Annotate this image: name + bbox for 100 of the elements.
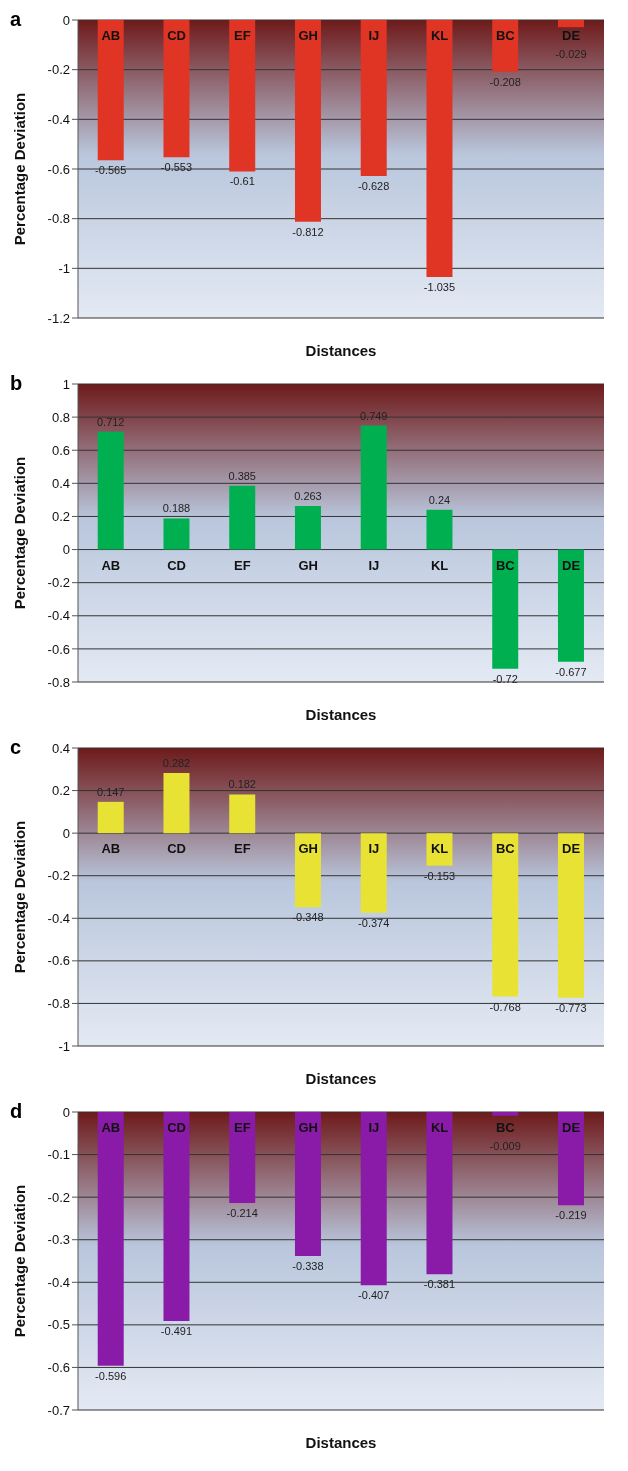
bar (492, 549, 519, 669)
data-label: -0.677 (555, 665, 587, 678)
y-tick-label: 0.6 (51, 442, 70, 458)
data-label: -0.596 (95, 1369, 127, 1382)
x-axis-title: Distances (305, 1070, 377, 1087)
data-label: -0.407 (358, 1289, 390, 1302)
data-label: -0.374 (358, 916, 390, 929)
x-tick-label: AB (101, 28, 121, 43)
data-label: -0.812 (292, 225, 324, 238)
y-tick-label: -0.8 (47, 996, 70, 1012)
y-tick-label: -0.5 (47, 1317, 70, 1333)
x-tick-label: BC (495, 557, 516, 573)
x-tick-label: IJ (368, 557, 380, 573)
y-axis-title: Percentage Deviation (11, 92, 29, 246)
data-label: -0.338 (292, 1259, 324, 1272)
data-label: 0.24 (428, 493, 451, 506)
data-label: 0.282 (162, 757, 191, 770)
y-tick-label: 0 (62, 825, 70, 841)
data-label: -0.773 (555, 1001, 587, 1014)
data-label: -0.61 (229, 175, 255, 188)
data-label: 0.749 (359, 409, 388, 422)
bar (163, 773, 190, 834)
y-tick-label: 0.4 (51, 740, 70, 756)
bar (360, 833, 387, 913)
chart-title: b (10, 372, 23, 395)
y-tick-label: -0.6 (47, 161, 70, 177)
bar (557, 833, 584, 998)
bar (426, 509, 453, 550)
data-label: -0.214 (226, 1207, 258, 1220)
bar (163, 518, 190, 550)
x-tick-label: BC (495, 28, 516, 43)
data-label: -0.029 (555, 48, 587, 60)
chart-title: c (10, 736, 22, 759)
x-tick-label: GH (298, 28, 318, 43)
bar (97, 431, 124, 550)
bar (294, 833, 321, 908)
data-label: 0.385 (228, 469, 256, 482)
x-tick-label: CD (167, 557, 187, 573)
y-tick-label: -0.1 (47, 1147, 70, 1163)
y-tick-label: -0.2 (47, 868, 70, 884)
x-tick-label: KL (430, 28, 449, 43)
y-tick-label: 0.8 (51, 409, 70, 425)
data-label: -0.628 (358, 179, 390, 192)
x-tick-label: KL (430, 557, 449, 573)
y-tick-label: 1 (62, 376, 70, 392)
data-label: -0.553 (160, 161, 193, 174)
y-tick-label: 0 (62, 12, 70, 28)
bar (294, 506, 321, 550)
x-tick-label: CD (167, 841, 187, 857)
y-tick-label: -1 (58, 260, 70, 276)
bar (426, 833, 453, 866)
y-tick-label: -0.2 (47, 1189, 70, 1205)
data-label: -0.208 (489, 75, 521, 88)
x-axis-title: Distances (305, 706, 377, 723)
x-tick-label: AB (101, 841, 121, 857)
y-tick-label: 0.4 (51, 475, 70, 491)
y-tick-label: -0.6 (47, 953, 70, 969)
x-tick-label: CD (167, 1120, 187, 1135)
x-tick-label: AB (101, 1120, 121, 1135)
bar (97, 801, 124, 834)
bar (492, 833, 519, 997)
y-tick-label: -0.8 (47, 211, 70, 227)
data-label: 0.182 (228, 778, 256, 791)
y-tick-label: -1.2 (47, 310, 70, 326)
data-label: -0.72 (492, 672, 518, 685)
data-label: -1.035 (423, 281, 456, 294)
x-tick-label: DE (562, 841, 581, 857)
x-tick-label: CD (167, 28, 187, 43)
x-tick-label: KL (430, 1120, 449, 1135)
x-tick-label: EF (234, 1120, 251, 1135)
x-tick-label: EF (234, 557, 251, 573)
y-axis-title: Percentage Deviation (11, 1184, 29, 1338)
x-axis-title: Distances (305, 342, 377, 359)
x-tick-label: EF (234, 841, 251, 857)
y-tick-label: -0.6 (47, 1360, 70, 1376)
y-axis-title: Percentage Deviation (11, 820, 29, 974)
data-label: 0.263 (294, 490, 322, 503)
x-tick-label: IJ (368, 28, 380, 43)
y-tick-label: -0.4 (47, 910, 70, 926)
y-tick-label: -0.2 (47, 575, 70, 591)
data-label: 0.712 (96, 415, 125, 428)
y-tick-label: -0.6 (47, 641, 70, 657)
data-label: -0.009 (489, 1140, 521, 1152)
y-tick-label: -0.4 (47, 1274, 70, 1290)
data-label: -0.219 (555, 1209, 587, 1222)
x-tick-label: GH (298, 841, 318, 857)
x-tick-label: BC (495, 1120, 516, 1135)
x-tick-label: GH (298, 557, 318, 573)
chart-title: a (10, 8, 22, 31)
y-tick-label: -0.8 (47, 674, 70, 690)
bar (229, 485, 256, 550)
y-tick-label: -0.2 (47, 62, 70, 78)
data-label: -0.768 (489, 1000, 521, 1013)
y-tick-label: 0.2 (51, 783, 70, 799)
x-tick-label: DE (562, 1120, 581, 1135)
bar (360, 425, 387, 550)
y-tick-label: -0.3 (47, 1232, 70, 1248)
y-tick-label: -0.4 (47, 111, 70, 127)
x-tick-label: BC (495, 841, 516, 857)
chart-title: d (10, 1100, 23, 1123)
